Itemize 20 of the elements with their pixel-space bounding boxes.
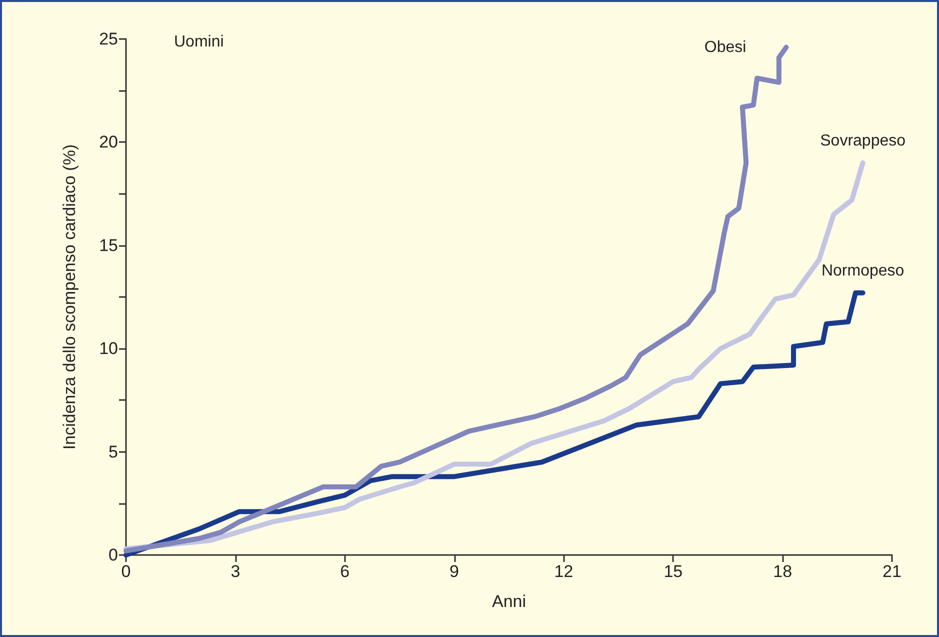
y-tick-label: 20 [99, 132, 118, 152]
x-tick-label: 21 [882, 562, 902, 581]
series-label: Sovrappeso [820, 132, 906, 150]
x-tick-label: 3 [230, 562, 240, 581]
y-tick-label: 0 [108, 546, 118, 564]
x-tick-label: 12 [554, 562, 574, 581]
y-tick-label: 15 [99, 236, 118, 255]
y-tick-label: 10 [99, 339, 118, 358]
x-tick-label: 15 [664, 562, 683, 581]
series-label: Obesi [704, 38, 746, 56]
x-tick-label: 9 [450, 562, 460, 581]
x-tick-label: 18 [773, 562, 792, 581]
x-tick-label: 6 [340, 562, 350, 581]
y-tick-label: 25 [99, 30, 118, 48]
series-label: Normopeso [821, 262, 904, 280]
annotation: Uomini [174, 34, 224, 50]
x-axis-title: Anni [492, 592, 526, 611]
y-tick-label: 5 [108, 442, 118, 462]
y-axis-title: Incidenza dello scompenso cardiaco (%) [60, 144, 79, 450]
x-tick-label: 0 [121, 562, 131, 581]
